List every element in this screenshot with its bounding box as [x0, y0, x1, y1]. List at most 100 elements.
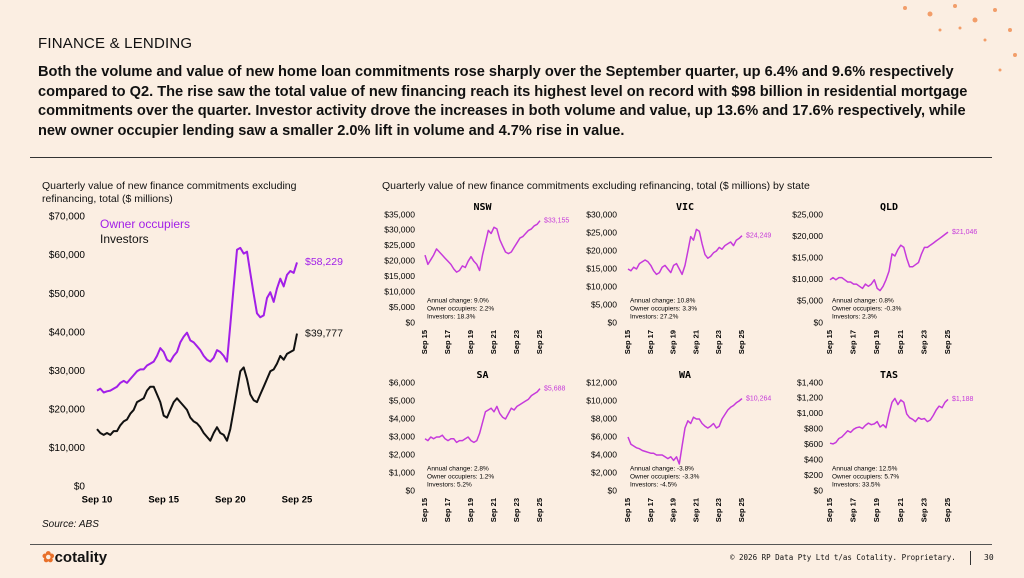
y-tick-label: $20,000 — [586, 245, 617, 255]
y-tick-label: $6,000 — [591, 431, 617, 441]
y-tick-label: $0 — [814, 317, 824, 327]
x-tick-label: Sep 17 — [849, 498, 858, 522]
chart-title: WA — [679, 370, 691, 381]
x-tick-label: Sep 21 — [691, 498, 700, 522]
end-label: $58,229 — [305, 256, 343, 268]
section-title: FINANCE & LENDING — [38, 35, 193, 52]
y-tick-label: $600 — [804, 439, 823, 449]
annotation: Investors: 27.2% — [630, 314, 679, 321]
x-tick-label: Sep 21 — [896, 330, 905, 354]
y-tick-label: $30,000 — [586, 209, 617, 219]
annotation: Annual change: 9.0% — [427, 298, 489, 305]
annotation: Annual change: 0.8% — [832, 298, 894, 305]
decoration — [903, 4, 1017, 72]
end-label: $24,249 — [746, 233, 771, 240]
end-label: $5,688 — [544, 385, 566, 392]
y-tick-label: $4,000 — [389, 413, 415, 423]
y-tick-label: $70,000 — [49, 212, 86, 223]
x-tick-label: Sep 21 — [896, 498, 905, 522]
source: Source: ABS — [42, 519, 99, 530]
y-tick-label: $1,400 — [797, 377, 823, 387]
y-tick-label: $12,000 — [586, 377, 617, 387]
chart-title: TAS — [880, 370, 898, 381]
y-tick-label: $15,000 — [384, 271, 415, 281]
y-tick-label: $60,000 — [49, 250, 86, 261]
x-tick-label: Sep 19 — [466, 498, 475, 522]
y-tick-label: $6,000 — [389, 377, 415, 387]
logo-text: cotality — [54, 549, 108, 566]
end-label: $21,046 — [952, 229, 977, 236]
y-tick-label: $800 — [804, 424, 823, 434]
series-line — [829, 231, 949, 292]
annotation: Owner occupiers: 5.7% — [832, 474, 899, 481]
x-tick-label: Sep 25 — [535, 498, 544, 522]
x-tick-label: Sep 25 — [737, 330, 746, 354]
y-tick-label: $25,000 — [586, 227, 617, 237]
x-tick-label: Sep 17 — [443, 498, 452, 522]
annotation: Annual change: 2.8% — [427, 466, 489, 473]
x-tick-label: Sep 15 — [623, 498, 632, 522]
end-label: $33,155 — [544, 218, 569, 225]
x-tick-label: Sep 15 — [420, 498, 429, 522]
y-tick-label: $5,000 — [797, 296, 823, 306]
y-tick-label: $1,200 — [797, 393, 823, 403]
y-tick-label: $10,000 — [586, 395, 617, 405]
y-tick-label: $30,000 — [384, 225, 415, 235]
annotation: Investors: 33.5% — [832, 482, 881, 489]
y-tick-label: $30,000 — [49, 366, 86, 377]
x-tick-label: Sep 19 — [872, 498, 881, 522]
y-tick-label: $0 — [406, 485, 416, 495]
chart-title: VIC — [676, 202, 694, 213]
x-tick-label: Sep 23 — [919, 330, 928, 354]
x-tick-label: Sep 17 — [849, 330, 858, 354]
y-tick-label: $10,000 — [586, 281, 617, 291]
x-tick-label: Sep 23 — [512, 498, 521, 522]
y-tick-label: $0 — [608, 485, 618, 495]
x-tick-label: Sep 23 — [512, 330, 521, 354]
y-tick-label: $5,000 — [389, 395, 415, 405]
divider — [30, 157, 992, 158]
y-tick-label: $0 — [814, 485, 824, 495]
x-tick-label: Sep 15 — [148, 495, 179, 506]
y-tick-label: $15,000 — [586, 263, 617, 273]
series-line — [627, 398, 743, 465]
series-line — [627, 228, 743, 276]
x-tick-label: Sep 19 — [466, 330, 475, 354]
y-tick-label: $5,000 — [591, 299, 617, 309]
x-tick-label: Sep 21 — [691, 330, 700, 354]
chart-title: Quarterly value of new finance commitmen… — [42, 180, 297, 205]
x-tick-label: Sep 19 — [669, 330, 678, 354]
page-number: 30 — [984, 553, 994, 562]
x-tick-label: Sep 15 — [825, 498, 834, 522]
annotation: Owner occupiers: 1.2% — [427, 474, 494, 481]
y-tick-label: $200 — [804, 470, 823, 480]
copyright: © 2026 RP Data Pty Ltd t/as Cotality. Pr… — [730, 553, 956, 562]
logo: ✿cotality — [42, 548, 107, 566]
series-line — [424, 388, 541, 444]
y-tick-label: $1,000 — [797, 408, 823, 418]
end-label: $39,777 — [305, 327, 343, 339]
x-tick-label: Sep 17 — [443, 330, 452, 354]
annotation: Investors: 18.3% — [427, 314, 476, 321]
y-tick-label: $10,000 — [49, 443, 86, 454]
y-tick-label: $20,000 — [49, 404, 86, 415]
legend-label: Owner occupiers — [100, 217, 190, 231]
series-line — [96, 246, 298, 394]
y-tick-label: $20,000 — [384, 256, 415, 266]
series-line — [96, 333, 298, 442]
x-tick-label: Sep 23 — [714, 498, 723, 522]
y-tick-label: $40,000 — [49, 327, 86, 338]
y-tick-label: $3,000 — [389, 431, 415, 441]
y-tick-label: $2,000 — [389, 449, 415, 459]
x-tick-label: Sep 23 — [714, 330, 723, 354]
divider — [970, 551, 971, 565]
chart-title: QLD — [880, 202, 898, 213]
y-tick-label: $35,000 — [384, 209, 415, 219]
y-tick-label: $2,000 — [591, 467, 617, 477]
annotation: Owner occupiers: -0.3% — [832, 306, 902, 313]
series-line — [829, 397, 949, 445]
logo-icon: ✿ — [42, 549, 55, 566]
x-tick-label: Sep 15 — [825, 330, 834, 354]
annotation: Investors: 5.2% — [427, 482, 472, 489]
